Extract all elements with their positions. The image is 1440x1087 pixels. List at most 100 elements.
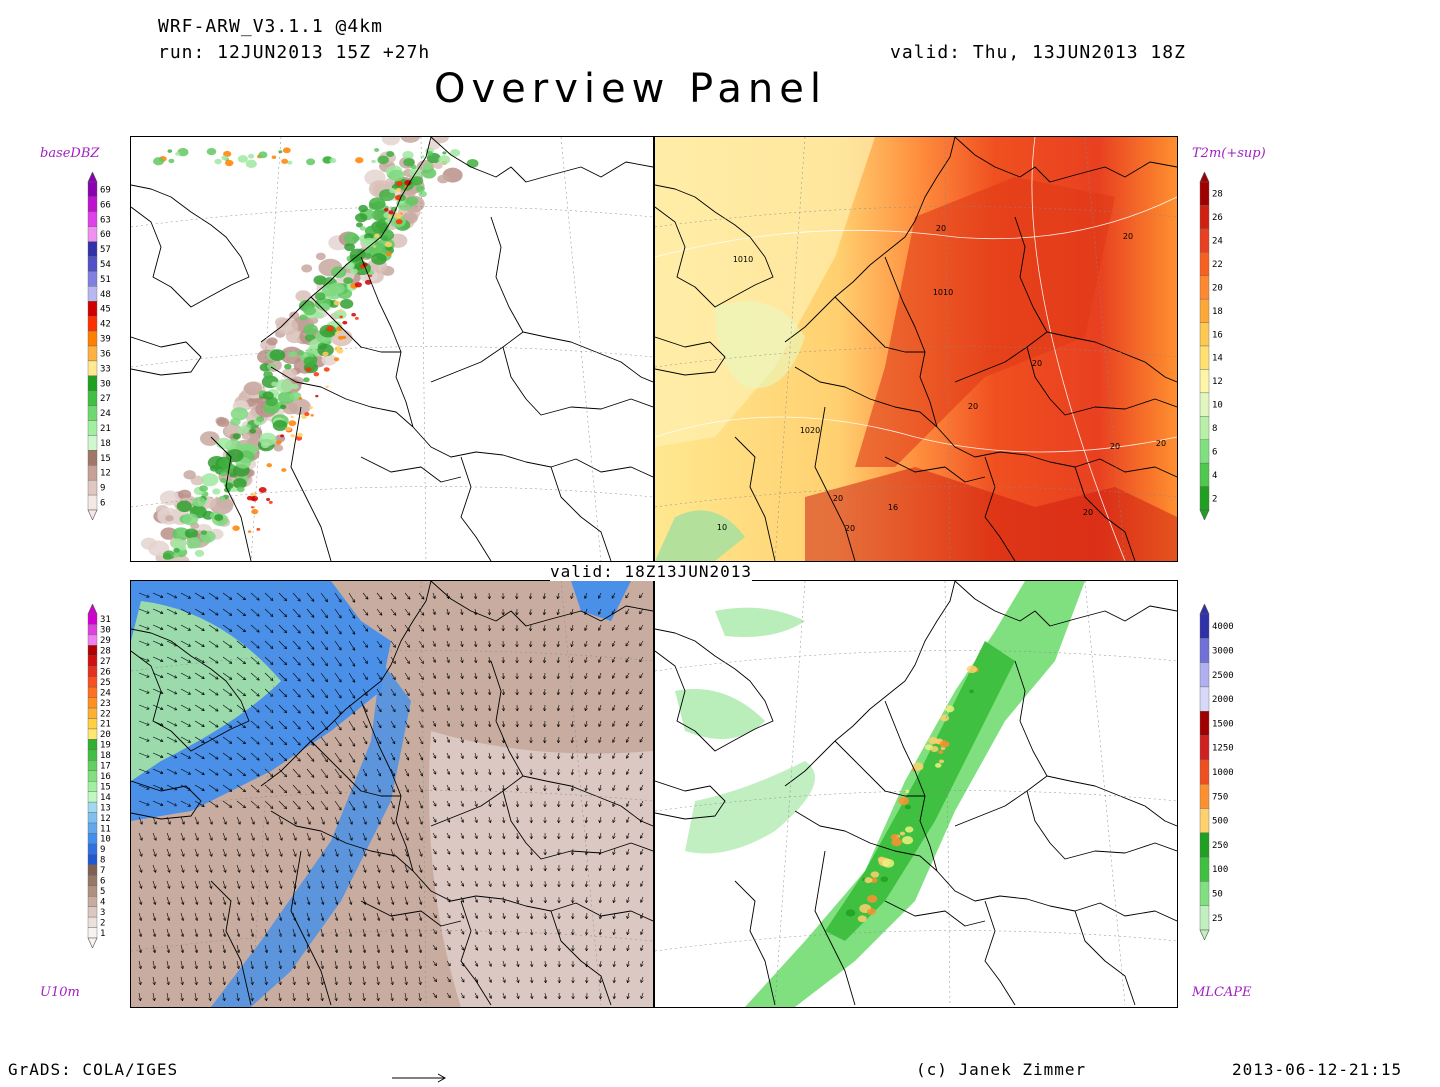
t2m-swatch (1200, 252, 1209, 275)
u10-tick-label: 26 (100, 667, 111, 677)
u10-tick-label: 3 (100, 908, 105, 918)
u10-tick-label: 10 (100, 835, 111, 845)
t2m-swatch (1200, 440, 1209, 463)
u10-tick-label: 4 (100, 897, 105, 907)
t2m-swatch (1200, 276, 1209, 299)
u10-swatch (88, 792, 97, 802)
u10-tick-label: 25 (100, 678, 111, 688)
var-label-mlcape: MLCAPE (1192, 985, 1252, 1000)
footer-copyright: (c) Janek Zimmer (916, 1060, 1086, 1079)
dbz-tick-label: 66 (100, 200, 111, 210)
dbz-tick-label: 42 (100, 320, 111, 330)
u10-swatch (88, 865, 97, 875)
u10-swatch (88, 729, 97, 739)
dbz-swatch (88, 361, 97, 376)
cape-swatch (1200, 784, 1209, 808)
u10-swatch (88, 917, 97, 927)
cape-tick-label: 500 (1212, 817, 1228, 827)
isobar-label: 20 (968, 402, 978, 411)
u10-tick-label: 20 (100, 730, 111, 740)
isobar-label: 20 (845, 524, 855, 533)
u10-tick-label: 27 (100, 657, 111, 667)
var-label-u10m: U10m (40, 985, 80, 1000)
isobar-label: 20 (1110, 442, 1120, 451)
dbz-swatch (88, 257, 97, 272)
t2m-tick-label: 22 (1212, 260, 1223, 270)
dbz-tick-label: 6 (100, 499, 105, 509)
dbz-swatch (88, 435, 97, 450)
t2m-tick-label: 18 (1212, 307, 1223, 317)
u10-tick-label: 28 (100, 647, 111, 657)
map-panel-wind-10m (130, 580, 654, 1008)
dbz-swatch (88, 450, 97, 465)
t2m-top-tip (1200, 172, 1209, 182)
dbz-tick-label: 21 (100, 424, 111, 434)
dbz-tick-label: 27 (100, 394, 111, 404)
u10-tick-label: 12 (100, 814, 111, 824)
u10-tick-label: 13 (100, 803, 111, 813)
isobar-label: 10 (717, 523, 727, 532)
dbz-swatch (88, 212, 97, 227)
u10-swatch (88, 844, 97, 854)
cape-swatch (1200, 857, 1209, 881)
u10-swatch (88, 854, 97, 864)
isobar-label: 1010 (933, 288, 953, 297)
isobar-label: 20 (936, 224, 946, 233)
map-panel-radar-reflectivity (130, 136, 654, 562)
dbz-swatch (88, 301, 97, 316)
cape-tick-label: 250 (1212, 841, 1228, 851)
t2m-swatch (1200, 487, 1209, 510)
u10-swatch (88, 771, 97, 781)
dbz-tick-label: 9 (100, 484, 105, 494)
dbz-top-tip (88, 172, 97, 182)
dbz-tick-label: 69 (100, 185, 111, 195)
wind-reference-arrow (392, 1068, 448, 1087)
dbz-swatch (88, 406, 97, 421)
t2m-tick-label: 4 (1212, 471, 1217, 481)
dbz-tick-label: 45 (100, 305, 111, 315)
dbz-swatch (88, 495, 97, 510)
dbz-swatch (88, 271, 97, 286)
cape-tick-label: 100 (1212, 865, 1228, 875)
dbz-tick-label: 33 (100, 364, 111, 374)
dbz-swatch (88, 316, 97, 331)
dbz-tick-label: 39 (100, 335, 111, 345)
t2m-swatch (1200, 182, 1209, 205)
dbz-swatch (88, 391, 97, 406)
t2m-tick-label: 10 (1212, 401, 1223, 411)
dbz-tick-label: 57 (100, 245, 111, 255)
t2m-tick-label: 24 (1212, 237, 1223, 247)
t2m-swatch (1200, 463, 1209, 486)
footer-grads-credit: GrADS: COLA/IGES (8, 1060, 178, 1079)
u10-swatch (88, 928, 97, 938)
u10-swatch (88, 750, 97, 760)
cape-swatch (1200, 760, 1209, 784)
dbz-swatch (88, 227, 97, 242)
isobar-label: 1010 (733, 255, 753, 264)
cape-tick-label: 2000 (1212, 695, 1234, 705)
map-panel-mlcape (654, 580, 1178, 1008)
u10-swatch (88, 907, 97, 917)
dbz-swatch (88, 331, 97, 346)
u10-swatch (88, 886, 97, 896)
t2m-swatch (1200, 346, 1209, 369)
u10-swatch (88, 645, 97, 655)
u10-swatch (88, 802, 97, 812)
u10-tick-label: 2 (100, 918, 105, 928)
dbz-swatch (88, 421, 97, 436)
dbz-tick-label: 51 (100, 275, 111, 285)
u10-swatch (88, 656, 97, 666)
u10-tick-label: 5 (100, 887, 105, 897)
u10-tick-label: 17 (100, 762, 111, 772)
dbz-tick-label: 15 (100, 454, 111, 464)
dbz-tick-label: 60 (100, 230, 111, 240)
dbz-swatch (88, 480, 97, 495)
cape-swatch (1200, 906, 1209, 930)
page-title: Overview Panel (434, 66, 827, 112)
t2m-swatch (1200, 393, 1209, 416)
u10-swatch (88, 687, 97, 697)
u10-tick-label: 23 (100, 699, 111, 709)
